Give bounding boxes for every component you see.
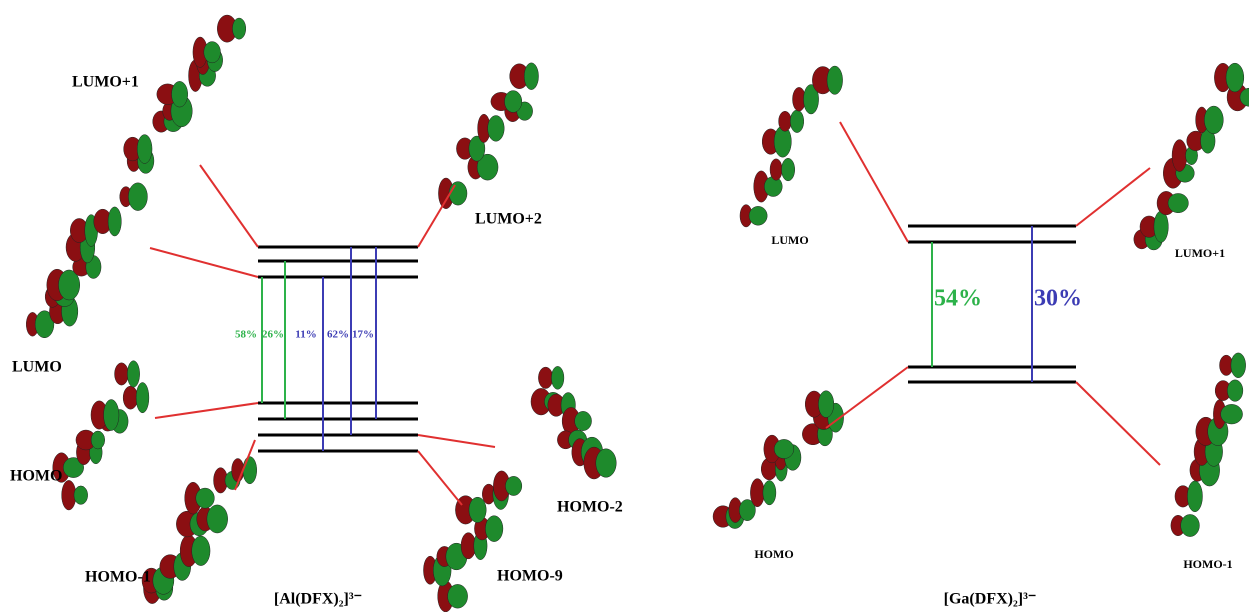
orbital-lobe [1226, 63, 1244, 92]
orbital-lobe [538, 367, 552, 388]
orbital-lobe [91, 431, 105, 449]
orbital-lobe [127, 361, 139, 387]
orbital-lobe [1181, 514, 1200, 536]
orbital-lobe [128, 183, 147, 211]
percent: 30% [1034, 286, 1082, 312]
orbital-lobe [104, 400, 119, 431]
orbital-lobe [524, 63, 538, 90]
orbital-lobe [1168, 193, 1188, 212]
orbital-lobe [449, 182, 467, 206]
connector [418, 185, 455, 247]
orbital-lobe [504, 91, 521, 113]
orbital-lobe [596, 449, 616, 478]
orbital-lobe [827, 66, 843, 94]
orbital-lobe [74, 486, 88, 505]
orbital-lobe [1231, 353, 1246, 378]
orbital-lobe [232, 18, 245, 39]
orbital-lobe [770, 159, 782, 180]
percent: 26% [262, 329, 284, 341]
orbital-label: HOMO-1 [85, 569, 151, 586]
orbital-lobe [204, 42, 221, 63]
connector [1076, 382, 1160, 465]
orbital-lobe [243, 457, 257, 484]
orbital-lobe [1204, 106, 1223, 134]
orbital-lobe [196, 488, 215, 508]
orbital-label: LUMO+1 [72, 74, 139, 91]
orbital-label: LUMO [12, 359, 62, 376]
energy-levels [150, 165, 495, 505]
orbital-lobe [448, 584, 468, 608]
percent: 62% [327, 329, 349, 341]
orbital-label: LUMO [771, 233, 808, 247]
orbital-lobe [1154, 211, 1168, 242]
orbital-label: LUMO+2 [475, 211, 542, 228]
orbital-label: HOMO [10, 468, 62, 485]
orbital-lobe [763, 481, 776, 505]
connector [200, 165, 258, 247]
orbital-lobe [575, 411, 592, 430]
mo-diagram: 58% 26% 11% 62% 17% LUMO+1 LUMO+2 LUMO H… [0, 0, 1249, 612]
orbital-lobe [505, 476, 521, 495]
percent: 17% [352, 329, 374, 341]
orbital-label: LUMO+1 [1175, 246, 1225, 260]
orbital-lobe [137, 135, 152, 164]
connector [418, 435, 495, 447]
orbital-lobe [1221, 404, 1243, 424]
orbital-lobe [1227, 380, 1243, 402]
energy-levels [826, 122, 1160, 465]
connector [150, 248, 258, 277]
orbital-label: HOMO-1 [1183, 557, 1232, 571]
percent: 54% [934, 286, 982, 312]
orbital-lobe [115, 363, 129, 385]
orbital-lobe [488, 116, 505, 142]
orbital-lobe [818, 391, 833, 418]
connector [1076, 168, 1150, 226]
orbital-lobe [1172, 140, 1187, 172]
orbital-lobe [469, 497, 486, 522]
orbital-lobe [136, 382, 149, 412]
orbital-lobe [1187, 481, 1202, 512]
percent: 58% [235, 329, 257, 341]
orbital-lobe [764, 177, 782, 197]
orbital-lobe [108, 207, 121, 236]
orbital-lobe [172, 81, 188, 107]
orbital-lobe [551, 366, 564, 389]
orbital-lobe [749, 206, 767, 225]
connector [418, 451, 462, 505]
orbital-lobe [790, 110, 803, 133]
connector [840, 122, 908, 242]
orbital-lobe [485, 516, 503, 542]
orbital-lobe [774, 439, 794, 458]
orbital-label: HOMO [754, 547, 793, 561]
complex-title: [Al(DFX)₂]³⁻ [274, 591, 362, 608]
orbital-lobe [750, 479, 764, 507]
connector [826, 367, 908, 428]
orbital-lobe [123, 386, 138, 409]
orbital-lobe [207, 505, 228, 533]
orbital-plots [26, 15, 1249, 612]
connector [155, 403, 258, 418]
orbital-lobe [779, 111, 792, 131]
orbital-lobe [782, 158, 795, 181]
complex-title: [Ga(DFX)₂]³⁻ [944, 591, 1037, 608]
percent: 11% [295, 329, 316, 341]
orbital-lobe [192, 536, 210, 566]
orbital-label: HOMO-2 [557, 499, 623, 516]
orbital-label: HOMO-9 [497, 568, 563, 585]
